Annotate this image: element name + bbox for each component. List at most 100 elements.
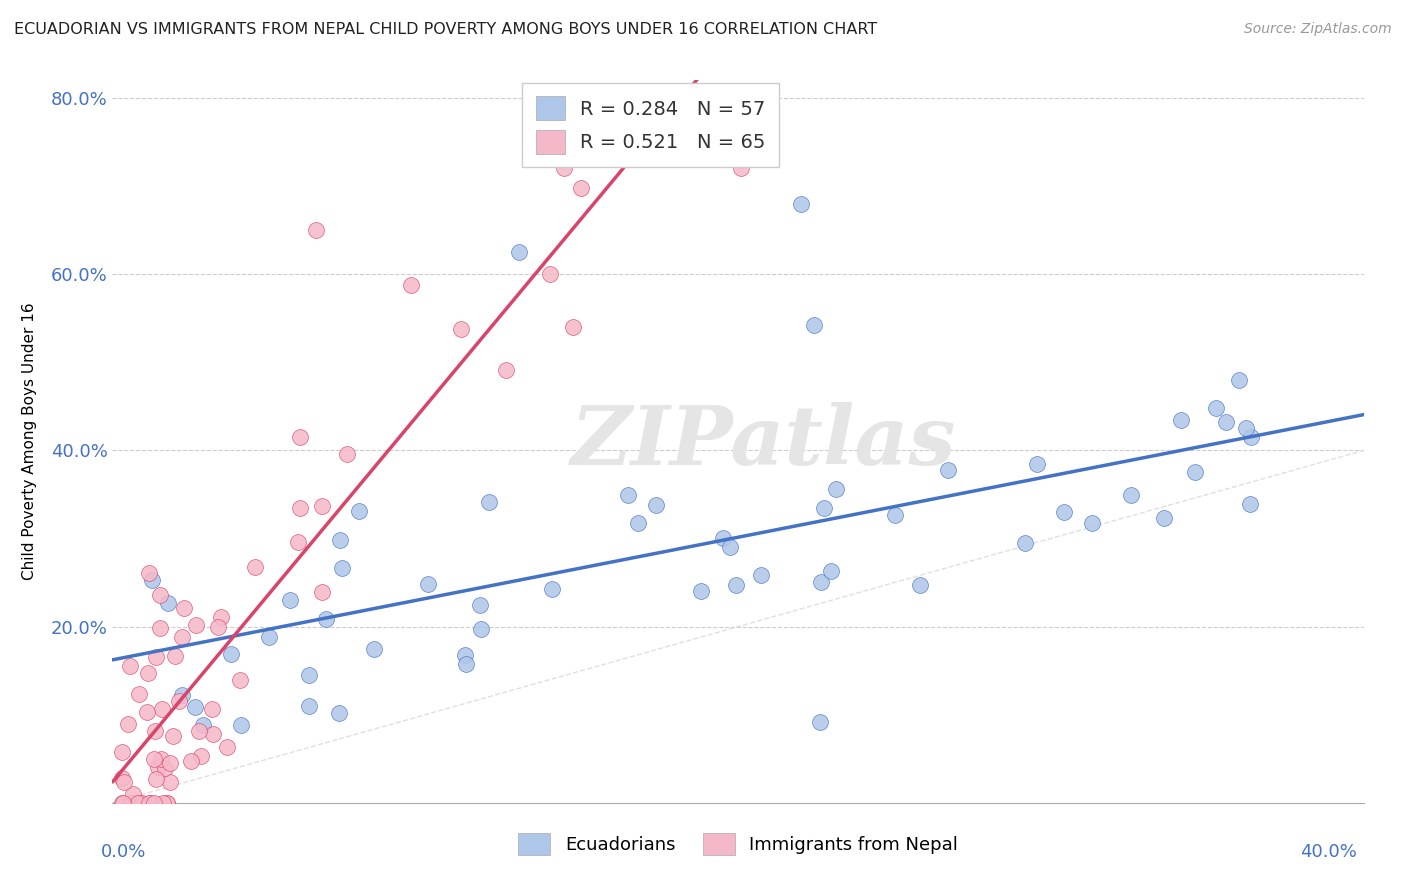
Legend: Ecuadorians, Immigrants from Nepal: Ecuadorians, Immigrants from Nepal [510, 826, 966, 863]
Point [730, 161, 752, 176]
Point [1153, 511, 1175, 525]
Point [749, 568, 772, 582]
Point [219, 647, 242, 661]
Point [645, 498, 668, 512]
Point [122, 787, 145, 801]
Point [170, 630, 193, 644]
Point [111, 771, 134, 785]
Point [810, 574, 832, 589]
Point [626, 516, 648, 530]
Point [495, 363, 517, 377]
Point [207, 619, 229, 633]
Point [155, 760, 177, 774]
Point [146, 760, 169, 774]
Point [1170, 413, 1192, 427]
Point [508, 245, 530, 260]
Point [145, 772, 167, 787]
Point [305, 223, 328, 237]
Point [162, 729, 184, 743]
Point [150, 702, 173, 716]
Point [711, 531, 734, 545]
Point [336, 447, 359, 461]
Point [152, 796, 174, 810]
Point [184, 700, 207, 714]
Point [311, 584, 333, 599]
Point [136, 665, 159, 680]
Point [1053, 505, 1076, 519]
Point [1240, 430, 1263, 444]
Point [229, 673, 252, 687]
Point [311, 500, 333, 514]
Point [139, 796, 162, 810]
Point [298, 699, 321, 714]
Text: ZIPatlas: ZIPatlas [571, 401, 956, 482]
Point [120, 659, 142, 673]
Point [1080, 516, 1102, 530]
Point [131, 796, 153, 810]
Point [470, 598, 492, 612]
Point [111, 796, 134, 810]
Point [259, 630, 281, 644]
Point [156, 796, 179, 810]
Point [288, 430, 311, 444]
Point [617, 488, 640, 502]
Point [1119, 488, 1142, 502]
Point [363, 642, 385, 657]
Point [1227, 373, 1250, 387]
Point [1014, 535, 1036, 549]
Point [111, 745, 134, 759]
Point [202, 726, 225, 740]
Text: ECUADORIAN VS IMMIGRANTS FROM NEPAL CHILD POVERTY AMONG BOYS UNDER 16 CORRELATIO: ECUADORIAN VS IMMIGRANTS FROM NEPAL CHIL… [14, 22, 877, 37]
Point [820, 565, 842, 579]
Point [329, 533, 352, 547]
Point [145, 724, 167, 739]
Point [569, 181, 592, 195]
Point [553, 161, 575, 176]
Point [170, 689, 193, 703]
Point [145, 650, 167, 665]
Point [159, 756, 181, 771]
Point [186, 617, 208, 632]
Point [1026, 457, 1049, 471]
Text: 0.0%: 0.0% [101, 843, 146, 861]
Point [884, 508, 907, 523]
Y-axis label: Child Poverty Among Boys Under 16: Child Poverty Among Boys Under 16 [22, 302, 37, 581]
Point [180, 754, 202, 768]
Point [231, 718, 253, 732]
Point [201, 701, 224, 715]
Point [188, 724, 211, 739]
Point [163, 649, 186, 664]
Point [173, 601, 195, 615]
Point [1215, 415, 1237, 429]
Point [478, 494, 501, 508]
Point [141, 573, 163, 587]
Point [813, 500, 835, 515]
Point [149, 621, 172, 635]
Point [454, 648, 477, 662]
Point [1234, 421, 1257, 435]
Point [143, 752, 166, 766]
Point [287, 534, 309, 549]
Point [330, 561, 353, 575]
Point [125, 796, 148, 810]
Point [127, 796, 149, 810]
Point [470, 622, 492, 636]
Point [803, 318, 825, 332]
Point [1205, 401, 1227, 415]
Point [143, 796, 166, 810]
Point [908, 578, 931, 592]
Point [156, 796, 179, 810]
Point [561, 320, 583, 334]
Point [190, 748, 212, 763]
Text: 40.0%: 40.0% [1301, 843, 1357, 861]
Point [209, 609, 232, 624]
Point [193, 718, 215, 732]
Point [167, 694, 190, 708]
Point [159, 774, 181, 789]
Point [135, 705, 157, 719]
Point [718, 541, 741, 555]
Point [215, 740, 238, 755]
Point [138, 566, 160, 581]
Point [156, 596, 179, 610]
Point [298, 668, 321, 682]
